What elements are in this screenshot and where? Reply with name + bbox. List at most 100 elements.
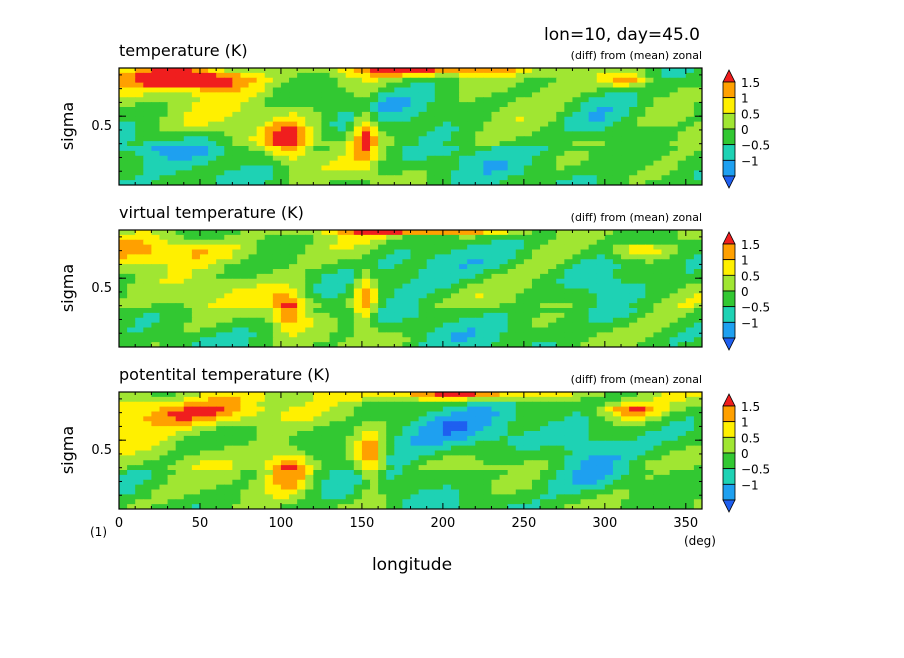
heatmap-cell xyxy=(564,240,573,245)
heatmap-cell xyxy=(402,254,411,259)
heatmap-cell xyxy=(208,240,217,245)
heatmap-cell xyxy=(645,465,654,470)
heatmap-cell xyxy=(516,259,525,264)
heatmap-cell xyxy=(508,92,517,97)
heatmap-cell xyxy=(605,68,614,73)
heatmap-cell xyxy=(581,107,590,112)
heatmap-cell xyxy=(192,436,201,441)
heatmap-cell xyxy=(556,73,565,78)
heatmap-cell xyxy=(524,421,533,426)
heatmap-cell xyxy=(168,421,177,426)
heatmap-cell xyxy=(394,455,403,460)
heatmap-cell xyxy=(362,250,371,255)
heatmap-cell xyxy=(200,161,209,166)
heatmap-cell xyxy=(670,156,679,161)
heatmap-cell xyxy=(200,112,209,117)
heatmap-cell xyxy=(564,136,573,141)
heatmap-cell xyxy=(540,175,549,180)
heatmap-cell xyxy=(613,323,622,328)
heatmap-cell xyxy=(589,175,598,180)
heatmap-cell xyxy=(273,141,282,146)
heatmap-cell xyxy=(548,284,557,289)
heatmap-cell xyxy=(370,264,379,269)
heatmap-cell xyxy=(321,240,330,245)
heatmap-cell xyxy=(330,451,339,456)
heatmap-cell xyxy=(402,480,411,485)
heatmap-cell xyxy=(305,470,314,475)
heatmap-cell xyxy=(572,151,581,156)
heatmap-cell xyxy=(208,122,217,127)
heatmap-cell xyxy=(686,279,695,284)
heatmap-cell xyxy=(119,397,128,402)
heatmap-cell xyxy=(670,470,679,475)
heatmap-cell xyxy=(232,146,241,151)
heatmap-cell xyxy=(346,274,355,279)
heatmap-cell xyxy=(281,78,290,83)
heatmap-cell xyxy=(249,298,258,303)
heatmap-cell xyxy=(297,412,306,417)
heatmap-cell xyxy=(621,235,630,240)
heatmap-cell xyxy=(289,107,298,112)
heatmap-cell xyxy=(127,68,136,73)
heatmap-cell xyxy=(653,259,662,264)
heatmap-cell xyxy=(370,166,379,171)
heatmap-cell xyxy=(127,328,136,333)
heatmap-cell xyxy=(313,78,322,83)
heatmap-cell xyxy=(500,264,509,269)
heatmap-cell xyxy=(394,426,403,431)
heatmap-cell xyxy=(524,127,533,132)
heatmap-cell xyxy=(119,431,128,436)
heatmap-cell xyxy=(305,392,314,397)
heatmap-cell xyxy=(289,240,298,245)
heatmap-cell xyxy=(232,245,241,250)
heatmap-cell xyxy=(378,313,387,318)
heatmap-cell xyxy=(572,313,581,318)
heatmap-cell xyxy=(184,264,193,269)
heatmap-cell xyxy=(394,460,403,465)
heatmap-cell xyxy=(467,240,476,245)
heatmap-cell xyxy=(216,426,225,431)
heatmap-cell xyxy=(200,127,209,132)
heatmap-cell xyxy=(394,175,403,180)
heatmap-cell xyxy=(338,279,347,284)
heatmap-cell xyxy=(273,102,282,107)
heatmap-cell xyxy=(589,397,598,402)
heatmap-cell xyxy=(362,284,371,289)
heatmap-cell xyxy=(475,146,484,151)
heatmap-cell xyxy=(451,460,460,465)
heatmap-cell xyxy=(378,141,387,146)
heatmap-cell xyxy=(532,274,541,279)
heatmap-cell xyxy=(289,235,298,240)
heatmap-cell xyxy=(532,402,541,407)
heatmap-cell xyxy=(402,240,411,245)
heatmap-cell xyxy=(459,436,468,441)
heatmap-cell xyxy=(564,332,573,337)
heatmap-cell xyxy=(556,259,565,264)
heatmap-cell xyxy=(151,298,160,303)
heatmap-cell xyxy=(200,298,209,303)
heatmap-cell xyxy=(289,332,298,337)
heatmap-cell xyxy=(321,175,330,180)
heatmap-cell xyxy=(443,436,452,441)
heatmap-cell xyxy=(208,475,217,480)
heatmap-cell xyxy=(176,141,185,146)
heatmap-cell xyxy=(159,475,168,480)
heatmap-cell xyxy=(281,122,290,127)
heatmap-cell xyxy=(645,284,654,289)
heatmap-cell xyxy=(378,460,387,465)
heatmap-cell xyxy=(589,245,598,250)
heatmap-cell xyxy=(467,323,476,328)
heatmap-cell xyxy=(605,308,614,313)
heatmap-cell xyxy=(589,131,598,136)
heatmap-cell xyxy=(305,308,314,313)
heatmap-cell xyxy=(200,151,209,156)
heatmap-cell xyxy=(629,235,638,240)
heatmap-cell xyxy=(216,83,225,88)
heatmap-cell xyxy=(621,441,630,446)
heatmap-cell xyxy=(662,407,671,412)
heatmap-cell xyxy=(662,73,671,78)
heatmap-cell xyxy=(613,170,622,175)
heatmap-cell xyxy=(297,245,306,250)
heatmap-cell xyxy=(281,107,290,112)
heatmap-cell xyxy=(216,402,225,407)
